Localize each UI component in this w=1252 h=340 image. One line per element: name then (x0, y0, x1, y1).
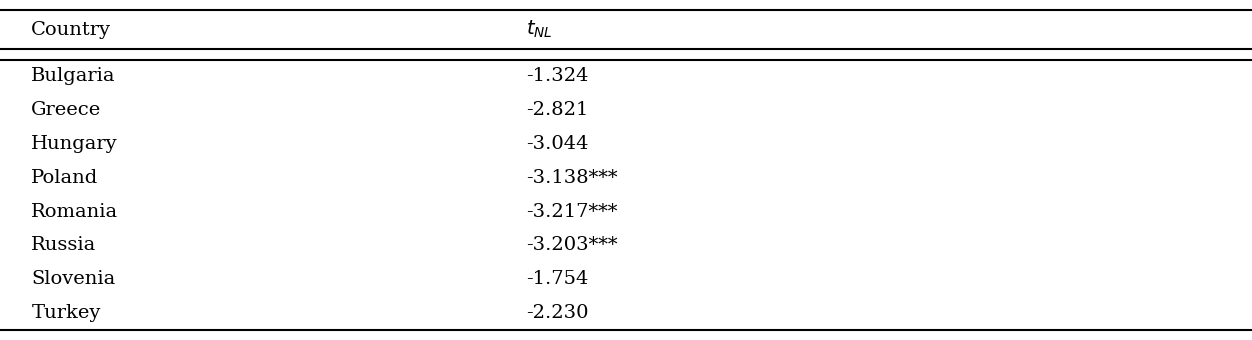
Text: Slovenia: Slovenia (31, 270, 115, 288)
Text: Poland: Poland (31, 169, 99, 187)
Text: Greece: Greece (31, 101, 101, 119)
Text: -3.138***: -3.138*** (526, 169, 617, 187)
Text: Turkey: Turkey (31, 304, 100, 322)
Text: -1.324: -1.324 (526, 67, 588, 85)
Text: -2.821: -2.821 (526, 101, 588, 119)
Text: Romania: Romania (31, 203, 119, 221)
Text: Russia: Russia (31, 236, 96, 254)
Text: $t_{NL}$: $t_{NL}$ (526, 19, 552, 40)
Text: -1.754: -1.754 (526, 270, 588, 288)
Text: -2.230: -2.230 (526, 304, 588, 322)
Text: -3.217***: -3.217*** (526, 203, 617, 221)
Text: Bulgaria: Bulgaria (31, 67, 115, 85)
Text: -3.203***: -3.203*** (526, 236, 617, 254)
Text: Country: Country (31, 21, 111, 39)
Text: Hungary: Hungary (31, 135, 118, 153)
Text: -3.044: -3.044 (526, 135, 588, 153)
